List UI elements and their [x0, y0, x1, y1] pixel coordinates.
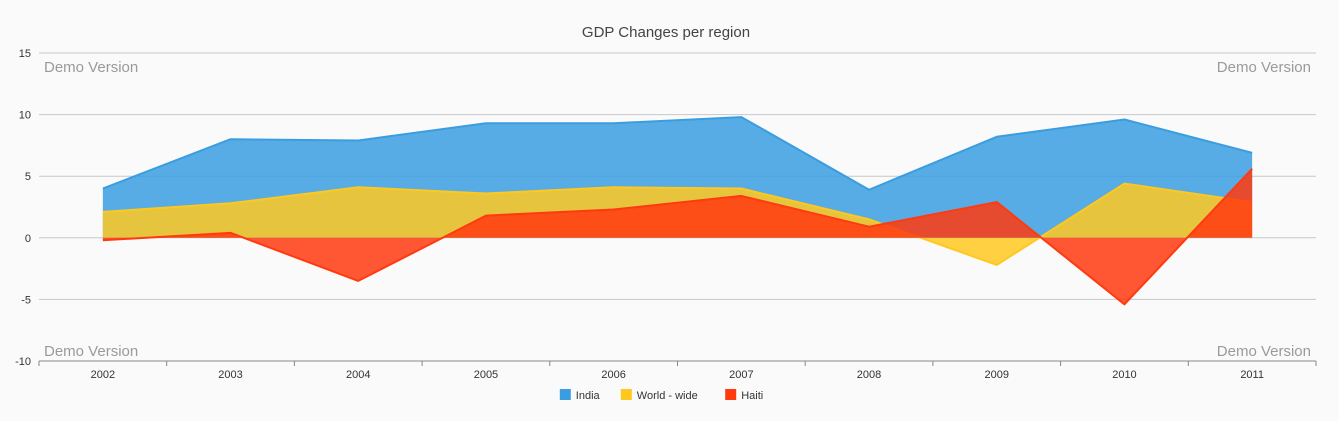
chart-title: GDP Changes per region	[582, 24, 750, 41]
legend-label: India	[576, 390, 601, 402]
x-tick-label: 2005	[474, 369, 498, 381]
y-tick-label: 0	[25, 233, 31, 245]
x-tick-label: 2003	[218, 369, 242, 381]
y-tick-label: 15	[19, 48, 31, 60]
watermark-text: Demo Version	[1217, 59, 1311, 76]
series-line	[102, 182, 1253, 266]
watermark-text: Demo Version	[1217, 343, 1311, 360]
x-axis-ticks: 2002 2003 2004 2005 2006 2007 2008 2009 2010 2011	[91, 369, 1264, 381]
watermark-text: Demo Version	[44, 343, 138, 360]
y-axis-ticks: 15 10 5 0 -5 -10	[15, 48, 31, 368]
legend-swatch	[725, 389, 737, 400]
x-tick-label: 2004	[346, 369, 370, 381]
series-line	[102, 116, 1253, 191]
x-tick-label: 2008	[857, 369, 881, 381]
series-areas	[102, 116, 1253, 306]
x-tick-label: 2006	[601, 369, 625, 381]
legend-item[interactable]: Haiti	[725, 389, 763, 402]
legend-label: World - wide	[637, 390, 698, 402]
y-tick-label: -10	[15, 356, 31, 368]
x-tick-label: 2002	[91, 369, 115, 381]
watermark-text: Demo Version	[44, 59, 138, 76]
legend-label: Haiti	[741, 390, 763, 402]
legend: India World - wide Haiti	[559, 389, 763, 402]
y-tick-label: -5	[21, 294, 31, 306]
legend-swatch	[559, 389, 571, 400]
x-tick-label: 2010	[1112, 369, 1136, 381]
legend-item[interactable]: India	[559, 389, 601, 402]
series-area	[102, 168, 1253, 305]
y-tick-label: 5	[25, 171, 31, 183]
y-tick-label: 10	[19, 110, 31, 122]
x-tick-label: 2011	[1240, 369, 1264, 381]
legend-item[interactable]: World - wide	[620, 389, 698, 402]
watermarks: Demo Version Demo Version Demo Version Demo…	[44, 59, 1311, 360]
legend-swatch	[620, 389, 632, 400]
series-line	[102, 168, 1253, 306]
x-tick-label: 2007	[729, 369, 753, 381]
x-axis	[38, 360, 1317, 366]
x-tick-label: 2009	[985, 369, 1009, 381]
